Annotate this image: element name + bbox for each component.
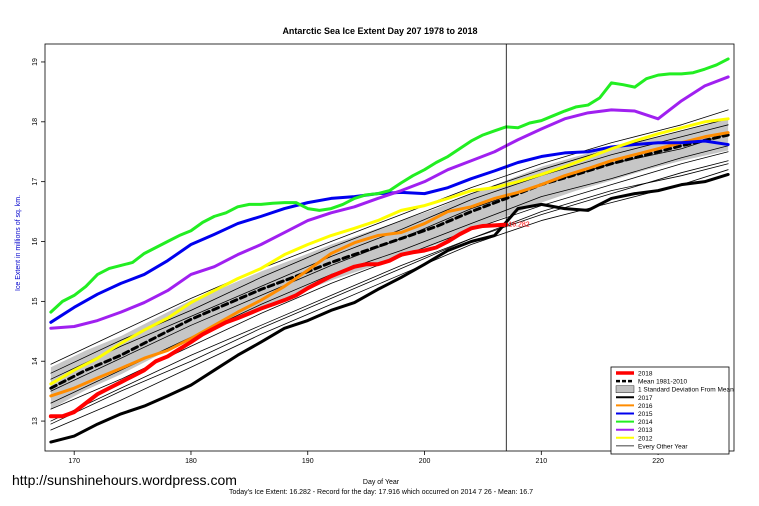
legend-label: 2017	[638, 395, 653, 402]
legend-label: 2015	[638, 411, 653, 418]
series-line-mean-1981-2010	[49, 133, 730, 390]
legend-label: 2016	[638, 403, 653, 410]
legend-label: 2014	[638, 419, 653, 426]
series-line-2012	[49, 117, 730, 386]
series-line-other-year	[50, 169, 729, 431]
series-line-other-year	[50, 163, 729, 425]
y-axis: 13 14 15 16 17 18 19	[32, 58, 45, 425]
series-line-2017	[49, 172, 730, 444]
series-line-2014	[49, 57, 730, 314]
y-tick-label: 18	[32, 118, 39, 126]
y-tick-label: 15	[32, 297, 39, 305]
x-tick-label: 220	[652, 458, 664, 465]
series-line-every-other-year	[50, 160, 729, 422]
y-tick-label: 14	[32, 357, 39, 365]
x-tick-label: 190	[302, 458, 314, 465]
legend-label: 2012	[638, 435, 653, 442]
series-line-other-year	[50, 124, 729, 380]
series-line-2013	[49, 75, 730, 330]
x-tick-label: 170	[68, 458, 80, 465]
chart-subtitle: Today's Ice Extent: 16.282 - Record for …	[229, 489, 533, 496]
series-layer	[48, 57, 730, 444]
legend-swatch	[615, 385, 635, 393]
legend-label: Every Other Year	[638, 443, 688, 450]
chart-title: Antarctic Sea Ice Extent Day 207 1978 to…	[282, 26, 477, 36]
x-tick-label: 180	[185, 458, 197, 465]
x-axis-label: Day of Year	[363, 479, 400, 486]
x-tick-label: 200	[419, 458, 431, 465]
legend-label: Mean 1981-2010	[638, 379, 688, 386]
series-line-2016	[49, 131, 730, 398]
y-axis-label: Ice Extent in millions of sq. km.	[15, 195, 22, 291]
plot-frame	[44, 43, 735, 452]
legend-label: 1 Standard Deviation From Mean	[638, 387, 734, 394]
series-line-2018	[48, 222, 509, 419]
site-url-watermark: http://sunshinehours.wordpress.com	[12, 472, 237, 488]
current-value-label: 16.282	[508, 222, 530, 229]
legend-label: 2018	[638, 371, 653, 378]
y-tick-label: 19	[32, 58, 39, 66]
series-line-other-year	[50, 109, 729, 365]
y-tick-label: 17	[32, 178, 39, 186]
y-tick-label: 13	[32, 417, 39, 425]
x-axis: 170 180 190 200 210 220	[68, 451, 664, 465]
legend-label: 2013	[638, 427, 653, 434]
series-line-other-year	[50, 118, 729, 374]
series-line-other-year	[50, 145, 729, 404]
x-tick-label: 210	[535, 458, 547, 465]
y-tick-label: 16	[32, 238, 39, 246]
